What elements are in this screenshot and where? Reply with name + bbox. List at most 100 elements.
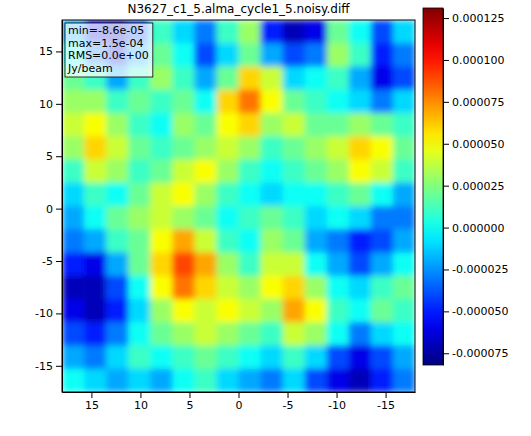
- heat-cell: [327, 90, 350, 114]
- heat-cell: [128, 253, 151, 277]
- heat-cell: [349, 253, 372, 277]
- heat-cell: [172, 20, 195, 44]
- heat-cell: [128, 113, 151, 137]
- heat-cell: [283, 369, 306, 392]
- heat-cell: [261, 136, 284, 160]
- heat-cell: [62, 113, 85, 137]
- heat-cell: [62, 276, 85, 300]
- heat-cell: [216, 276, 239, 300]
- heat-cell: [327, 229, 350, 253]
- heat-cell: [84, 206, 107, 230]
- heat-cell: [327, 206, 350, 230]
- heat-cell: [194, 369, 217, 392]
- plot-area: [62, 20, 415, 392]
- heat-cell: [371, 20, 394, 44]
- heat-cell: [62, 346, 85, 370]
- heat-cell: [84, 299, 107, 323]
- heat-cell: [393, 322, 415, 346]
- heat-cell: [327, 253, 350, 277]
- stats-text: RMS=0.0e+00: [68, 49, 149, 62]
- heat-cell: [283, 67, 306, 91]
- heat-cell: [172, 136, 195, 160]
- heat-cell: [283, 229, 306, 253]
- heat-cell: [194, 322, 217, 346]
- heat-cell: [150, 160, 173, 184]
- heat-cell: [305, 276, 328, 300]
- heat-cell: [106, 206, 129, 230]
- heat-cell: [62, 206, 85, 230]
- tick-mark: [56, 51, 62, 52]
- heat-cell: [305, 229, 328, 253]
- colorbar: [423, 8, 443, 365]
- heat-cell: [150, 369, 173, 392]
- heat-cell: [283, 113, 306, 137]
- heat-cell: [327, 322, 350, 346]
- heat-cell: [239, 369, 262, 392]
- heat-cell: [62, 90, 85, 114]
- heat-cell: [216, 160, 239, 184]
- heat-cell: [371, 43, 394, 67]
- heat-cell: [216, 90, 239, 114]
- heat-cell: [283, 253, 306, 277]
- tick-label: -0.000025: [452, 263, 508, 276]
- heat-cell: [239, 90, 262, 114]
- heat-cell: [327, 299, 350, 323]
- heat-cell: [150, 299, 173, 323]
- heat-cell: [128, 369, 151, 392]
- tick: -0.000050: [443, 305, 508, 318]
- stats-text: max=1.5e-04: [68, 37, 143, 50]
- tick-label: 0: [46, 203, 53, 216]
- heat-cell: [349, 346, 372, 370]
- tick-mark: [56, 209, 62, 210]
- heat-cell: [261, 299, 284, 323]
- heat-cell: [283, 299, 306, 323]
- tick: 0.000000: [443, 222, 505, 235]
- heat-cell: [128, 276, 151, 300]
- heat-cell: [172, 43, 195, 67]
- heat-cell: [393, 206, 415, 230]
- heat-cell: [84, 90, 107, 114]
- heat-cell: [239, 67, 262, 91]
- heat-cell: [349, 43, 372, 67]
- tick: -15: [35, 360, 62, 373]
- heat-cell: [349, 160, 372, 184]
- heat-cell: [84, 369, 107, 392]
- heat-cell: [172, 160, 195, 184]
- heat-cell: [150, 113, 173, 137]
- heat-cell: [371, 206, 394, 230]
- tick-mark: [386, 392, 387, 398]
- heat-cell: [62, 299, 85, 323]
- heat-cell: [172, 113, 195, 137]
- heat-cell: [371, 90, 394, 114]
- heat-cell: [349, 276, 372, 300]
- heat-cell: [172, 206, 195, 230]
- heat-cell: [172, 346, 195, 370]
- heat-cell: [305, 136, 328, 160]
- heat-cell: [216, 229, 239, 253]
- heat-cell: [172, 299, 195, 323]
- heat-cell: [305, 90, 328, 114]
- tick-label: 0: [236, 399, 243, 412]
- heat-cell: [371, 183, 394, 207]
- heat-cell: [239, 43, 262, 67]
- cells: [62, 20, 415, 392]
- heat-cell: [305, 43, 328, 67]
- tick-label: 15: [39, 45, 53, 58]
- heat-cell: [327, 369, 350, 392]
- heat-cell: [371, 253, 394, 277]
- heat-cell: [150, 20, 173, 44]
- heat-cell: [62, 253, 85, 277]
- tick-label: 0.000025: [452, 180, 505, 193]
- heat-cell: [283, 136, 306, 160]
- axis-line: [62, 21, 63, 393]
- heat-cell: [261, 229, 284, 253]
- heat-cell: [106, 346, 129, 370]
- tick-label: -5: [283, 399, 294, 412]
- heat-cell: [327, 136, 350, 160]
- heat-cell: [128, 299, 151, 323]
- heat-cell: [393, 113, 415, 137]
- heat-cell: [327, 183, 350, 207]
- heat-cell: [283, 322, 306, 346]
- tick-mark: [56, 261, 62, 262]
- heat-cell: [305, 322, 328, 346]
